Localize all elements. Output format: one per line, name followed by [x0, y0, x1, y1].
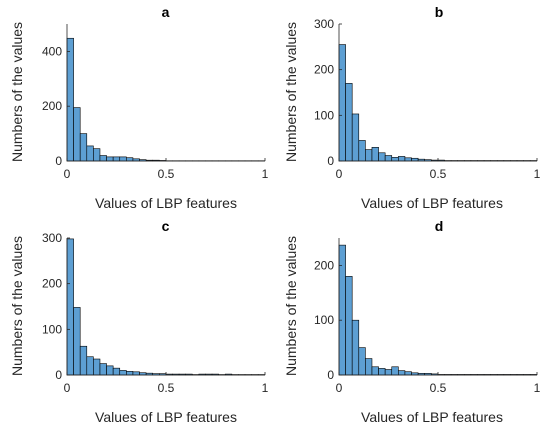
x-axis-label: Values of LBP features [361, 195, 503, 211]
y-tick-label: 100 [314, 108, 334, 122]
x-axis-label: Values of LBP features [95, 195, 237, 211]
histogram-bar [371, 366, 379, 376]
x-tick-label: 1 [262, 381, 269, 395]
x-tick-label: 1 [262, 167, 269, 181]
histogram-bar [126, 157, 134, 162]
y-tick-label: 200 [42, 277, 62, 291]
axis-frame [66, 238, 265, 376]
histogram-bar [351, 113, 360, 162]
panel-a: a 0 0.5 1 0 200 400 Values of LBP features Nu… [9, 4, 269, 211]
histogram-bar [384, 155, 393, 162]
panel-title: d [435, 218, 444, 234]
panel-title: c [162, 218, 170, 234]
y-tick-label: 100 [42, 322, 62, 336]
histogram-bar [99, 155, 107, 162]
histogram-bar [365, 149, 373, 162]
x-tick-label: 0 [336, 381, 343, 395]
histogram-bar [119, 156, 127, 162]
tick-group: 0 0.5 1 0 100 200 [314, 258, 541, 395]
histogram-bar [112, 156, 121, 162]
histogram-bar [411, 157, 419, 162]
histogram-bar [384, 369, 393, 376]
y-axis-label: Numbers of the values [283, 22, 299, 162]
histogram-bar [371, 147, 379, 162]
histogram-bar [86, 356, 94, 376]
x-tick-label: 0.5 [430, 167, 447, 181]
panel-c: c 0 0.5 1 0 100 200 300 Values of LBP features… [9, 218, 269, 425]
y-tick-label: 400 [42, 44, 62, 58]
histogram-bar [119, 370, 127, 376]
histogram-bar [391, 157, 399, 162]
histogram-bar [358, 347, 366, 376]
histogram-bar [398, 370, 406, 376]
histogram-bar [66, 37, 74, 162]
histogram-bar [106, 156, 114, 162]
y-tick-label: 0 [327, 368, 334, 382]
histogram-bar [391, 366, 399, 376]
x-tick-label: 0.5 [158, 167, 175, 181]
histogram-bar [351, 319, 360, 376]
histogram-bar [365, 358, 373, 376]
bar-group [338, 244, 538, 376]
histogram-bar [86, 145, 94, 162]
histogram-bar [378, 368, 386, 376]
tick-group: 0 0.5 1 0 100 200 300 [42, 231, 269, 395]
histogram-bar [338, 244, 346, 376]
y-tick-label: 200 [314, 63, 334, 77]
histogram-bar [73, 307, 81, 376]
histogram-bar [93, 148, 101, 162]
histogram-bar [338, 44, 346, 162]
y-tick-label: 0 [55, 368, 62, 382]
tick-group: 0 0.5 1 0 100 200 300 [314, 17, 541, 181]
x-tick-label: 1 [534, 167, 541, 181]
histogram-bar [404, 157, 412, 162]
axis-frame [66, 24, 265, 162]
y-tick-label: 300 [314, 17, 334, 31]
panel-d: d 0 0.5 1 0 100 200 Values of LBP features Nu… [283, 218, 541, 425]
histogram-bar [132, 371, 140, 376]
histogram-bar [358, 140, 366, 162]
histogram-bar [378, 152, 386, 162]
y-axis-label: Numbers of the values [283, 236, 299, 376]
y-tick-label: 200 [42, 99, 62, 113]
panel-title: a [162, 4, 170, 20]
panel-title: b [435, 4, 444, 20]
y-axis-label: Numbers of the values [9, 236, 25, 376]
y-axis-label: Numbers of the values [9, 22, 25, 162]
histogram-bar [126, 371, 134, 376]
histogram-bar [345, 83, 353, 162]
histogram-bar [79, 345, 88, 376]
axis-frame [338, 24, 537, 162]
x-tick-label: 1 [534, 381, 541, 395]
histogram-bar [112, 367, 121, 376]
bar-group [66, 37, 266, 162]
histogram-bar [345, 276, 353, 376]
x-tick-label: 0.5 [430, 381, 447, 395]
axis-frame [338, 238, 537, 376]
histogram-bar [404, 371, 412, 376]
histogram-bar [73, 107, 81, 162]
y-tick-label: 0 [327, 154, 334, 168]
tick-group: 0 0.5 1 0 200 400 [42, 44, 269, 181]
bar-group [66, 238, 266, 376]
x-tick-label: 0 [64, 381, 71, 395]
y-tick-label: 300 [42, 231, 62, 245]
histogram-bar [99, 363, 107, 376]
x-axis-label: Values of LBP features [95, 409, 237, 425]
y-tick-label: 200 [314, 258, 334, 272]
x-tick-label: 0.5 [158, 381, 175, 395]
x-tick-label: 0 [336, 167, 343, 181]
x-axis-label: Values of LBP features [361, 409, 503, 425]
x-tick-label: 0 [64, 167, 71, 181]
bar-group [338, 44, 538, 162]
y-tick-label: 100 [314, 313, 334, 327]
panel-b: b 0 0.5 1 0 100 200 300 Values of LBP features… [283, 4, 541, 211]
histogram-bar [106, 365, 114, 376]
y-tick-label: 0 [55, 154, 62, 168]
histogram-bar [66, 238, 74, 376]
histogram-bar [93, 358, 101, 376]
histogram-bar [79, 133, 88, 162]
histogram-bar [398, 156, 406, 162]
